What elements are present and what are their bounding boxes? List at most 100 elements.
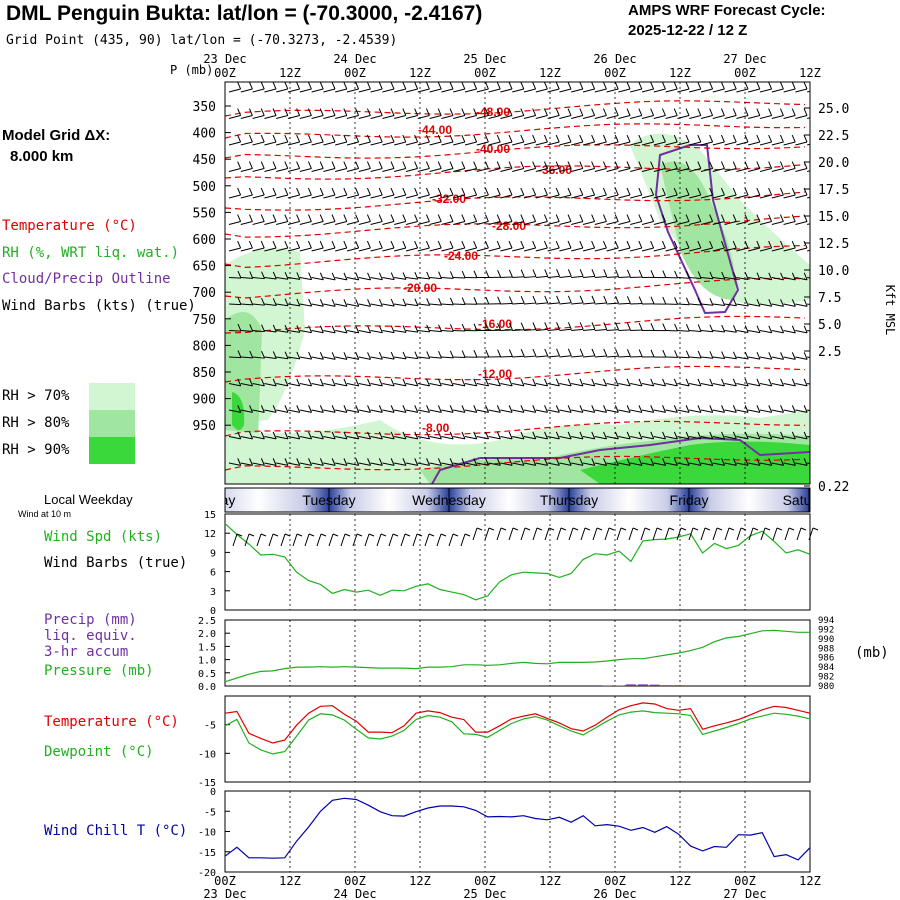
- wind-barb-flag: [556, 322, 561, 330]
- wind-barb: [618, 115, 631, 119]
- wind-barb-flag: [319, 272, 324, 280]
- wind-barb: [240, 330, 253, 332]
- wind-barb-flag: [249, 350, 254, 359]
- wind-barb: [417, 168, 430, 172]
- wind-barb: [807, 196, 810, 199]
- wind-barb-flag: [756, 378, 761, 387]
- wind-barb: [240, 168, 253, 172]
- wind-barb: [405, 383, 418, 387]
- wind-barb: [335, 462, 348, 466]
- wind-barb: [453, 436, 466, 440]
- wind-barb: [736, 247, 749, 252]
- wind-barb: [512, 462, 525, 466]
- wind-barb: [783, 168, 796, 172]
- wind-barb-flag: [237, 431, 242, 440]
- wind-barb: [700, 168, 713, 172]
- wind-barb: [370, 168, 383, 172]
- wind-barb: [759, 303, 772, 307]
- wind-barb-flag: [331, 134, 336, 143]
- weekday-label: Satu: [783, 492, 812, 508]
- wind-barb: [677, 409, 690, 413]
- wind-barb: [228, 141, 241, 146]
- wind-barb: [311, 330, 324, 334]
- wind-barb-flag: [602, 187, 607, 196]
- wind-barb-flag: [674, 297, 679, 305]
- wind-barb-flag: [591, 108, 596, 116]
- wind-barb-flag: [390, 214, 395, 222]
- wind-barb-flag: [650, 349, 655, 358]
- wind-barb-flag: [579, 187, 584, 196]
- wind-barb-flag: [249, 297, 254, 306]
- wind-barb: [523, 141, 536, 146]
- top-date-label: 25 Dec: [463, 52, 506, 66]
- wind-barb: [299, 436, 312, 440]
- wind-barb-flag: [296, 378, 301, 387]
- wind-barb: [641, 168, 654, 172]
- wind-barb: [795, 356, 808, 360]
- wind-barb-flag: [555, 431, 560, 440]
- wind-barb-flag: [331, 378, 336, 387]
- isotherm-line: [225, 123, 806, 139]
- wind-barb: [748, 409, 761, 413]
- wind-barb: [724, 330, 737, 333]
- wind-barb-flag: [732, 240, 737, 249]
- wind-barb: [441, 436, 454, 440]
- wind-barb-flag: [355, 431, 360, 440]
- height-tick-label: 7.5: [818, 291, 841, 306]
- wind-barb-flag: [485, 270, 490, 278]
- wind-barb: [323, 303, 336, 307]
- wind-barb-flag: [378, 214, 383, 222]
- surface-wind-barb-flag: [464, 533, 471, 537]
- wind-barb: [689, 194, 701, 199]
- wind-barb-flag: [272, 187, 277, 196]
- wind-barb: [311, 277, 324, 281]
- wind-barb-flag: [721, 351, 726, 359]
- wind-barb-flag: [626, 134, 631, 143]
- wind-barb: [582, 141, 595, 146]
- wind-barb: [559, 355, 572, 358]
- panel-temp_dewpoint: -5-10-15: [198, 695, 811, 789]
- wind-barb-flag: [414, 134, 419, 143]
- wind-barb-flag: [484, 214, 489, 222]
- wind-barb: [547, 383, 560, 387]
- wind-barb-flag: [485, 378, 490, 387]
- panel-y2tick-label: 988: [818, 644, 834, 654]
- wind-barb-flag: [508, 458, 513, 466]
- wind-barb-flag: [296, 214, 301, 222]
- wind-barb: [500, 141, 513, 146]
- wind-barb: [346, 194, 359, 199]
- wind-barb: [252, 194, 265, 199]
- wind-barb: [700, 436, 713, 440]
- wind-barb-flag: [709, 82, 714, 90]
- surface-wind-barb: [496, 527, 502, 541]
- wind-barb: [736, 436, 749, 440]
- wind-barb-flag: [768, 325, 773, 333]
- wind-barb-flag: [614, 378, 619, 387]
- wind-barb: [240, 277, 253, 279]
- bottom-hour-label: 12Z: [539, 874, 561, 888]
- wind-barb-flag: [284, 298, 289, 306]
- isotherm-label: -24.00: [444, 249, 478, 263]
- wind-barb-flag: [248, 187, 253, 196]
- bottom-date-label: 25 Dec: [463, 887, 506, 900]
- wind-barb: [453, 168, 465, 172]
- wind-barb-flag: [402, 82, 407, 90]
- wind-barb: [582, 88, 595, 93]
- wind-barb: [346, 168, 359, 172]
- wind-barb: [677, 383, 690, 387]
- surface-wind-barb-flag: [452, 533, 459, 537]
- wind-barb-flag: [532, 295, 537, 304]
- wind-barb-flag: [343, 187, 348, 196]
- wind-barb-flag: [319, 352, 324, 360]
- wind-barb: [228, 330, 242, 332]
- wind-barb: [476, 383, 489, 387]
- panel-precip-accum-label: 3-hr accum: [44, 644, 129, 660]
- wind-barb-flag: [390, 272, 395, 280]
- wind-barb: [559, 247, 572, 252]
- wind-barb-flag: [237, 240, 242, 249]
- wind-barb: [500, 436, 513, 440]
- wind-barb-flag: [603, 458, 608, 466]
- precip-bar: [625, 684, 636, 686]
- wind-barb: [370, 330, 383, 334]
- panel-ytick-label: 0.5: [198, 669, 216, 680]
